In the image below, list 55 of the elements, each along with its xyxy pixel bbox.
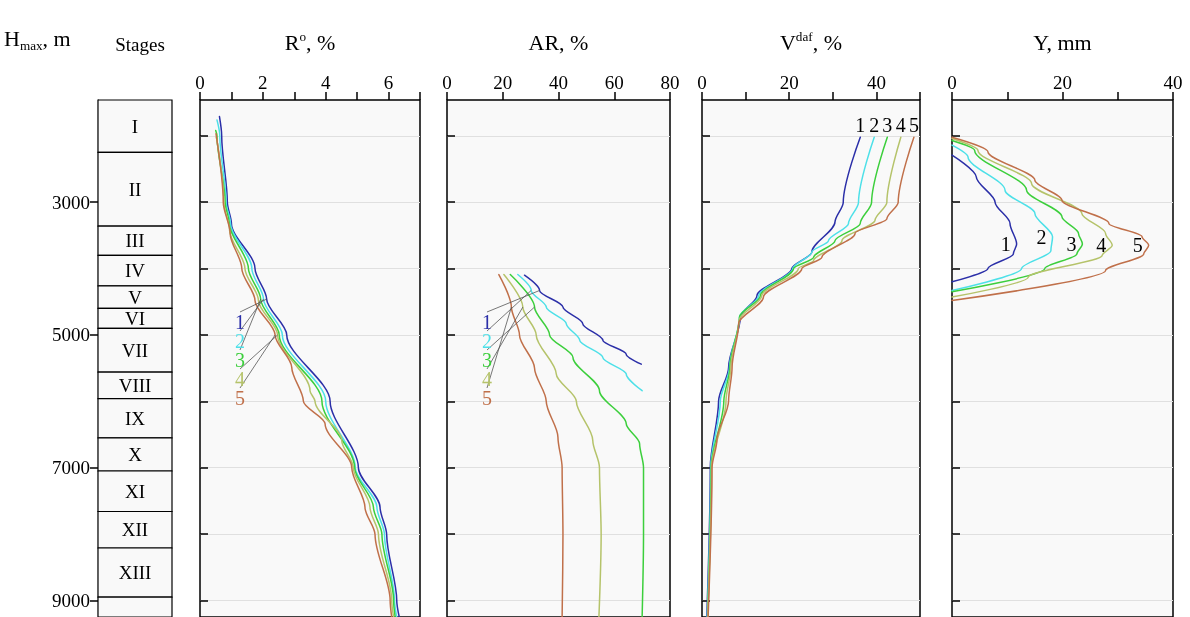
series-label: V — [128, 286, 143, 308]
x-tick-label: 40 — [1163, 72, 1183, 93]
series-label: VIII — [118, 374, 152, 396]
chart-title: Stages — [115, 34, 165, 55]
series-label: 3 — [882, 114, 893, 137]
series-label: VII — [121, 339, 149, 361]
series-label: XIII — [118, 562, 152, 584]
text: 3 — [482, 349, 492, 371]
series-label: 1 — [855, 114, 866, 137]
series-label: 1 — [235, 311, 245, 333]
series-label: 3 — [235, 349, 245, 371]
x-axis-title: AR, % — [528, 30, 589, 56]
x-tick-label: 20 — [1053, 72, 1072, 93]
series-label: III — [125, 230, 145, 252]
x-tick-label: 0 — [697, 72, 707, 93]
text: 5 — [482, 387, 492, 409]
x-tick-label: 0 — [947, 72, 957, 93]
series-label: II — [128, 178, 142, 200]
text: 4 — [235, 368, 245, 390]
series-label: 2 — [1036, 225, 1047, 248]
y-tick-label: 7000 — [52, 457, 90, 479]
y-tick-label: 9000 — [52, 589, 90, 611]
series-label: X — [128, 443, 143, 465]
series-label: 5 — [1132, 234, 1143, 257]
x-tick-label: 80 — [660, 72, 680, 93]
x-tick-label: 40 — [866, 72, 886, 93]
x-axis-title: Y, mm — [1033, 30, 1092, 56]
series-label: VI — [124, 307, 146, 329]
x-tick-label: 40 — [549, 72, 568, 93]
text: 5 — [235, 387, 245, 409]
series-label: 1 — [1000, 233, 1011, 256]
x-tick-label: 2 — [258, 72, 268, 93]
x-tick-label: 20 — [779, 72, 799, 93]
x-tick-label: 6 — [383, 72, 394, 93]
series-label: 2 — [235, 330, 245, 352]
x-tick-label: 0 — [442, 72, 452, 93]
x-tick-label: 60 — [604, 72, 624, 93]
text: 2 — [482, 330, 492, 352]
series-label: I — [131, 115, 139, 137]
x-tick-label: 20 — [493, 72, 513, 93]
y-tick-label: 5000 — [52, 324, 90, 346]
series-label: 4 — [1096, 234, 1107, 257]
series-label: XII — [121, 519, 149, 541]
series-label: XI — [124, 480, 146, 502]
text: 1 — [482, 311, 492, 333]
series-label: 2 — [869, 114, 880, 137]
series-label: 5 — [908, 114, 919, 137]
text: 4 — [482, 368, 492, 390]
series-label: 4 — [895, 114, 906, 137]
x-tick-label: 4 — [320, 72, 331, 93]
y-tick-label: 3000 — [52, 191, 90, 213]
series-label: IV — [124, 260, 146, 282]
series-label: 3 — [1066, 233, 1077, 256]
x-tick-label: 0 — [195, 72, 205, 93]
series-label: IX — [124, 407, 146, 429]
